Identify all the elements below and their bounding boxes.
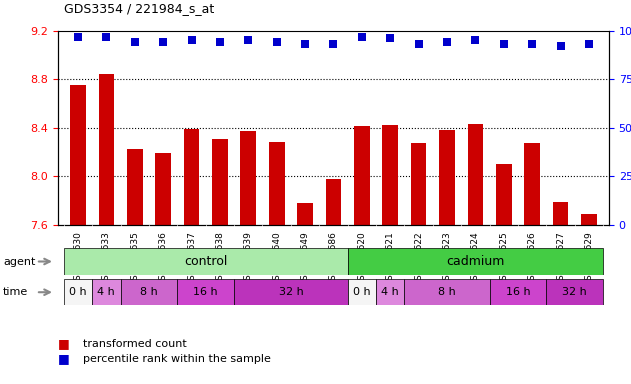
Point: [498, 41, 509, 47]
Point: [101, 33, 112, 40]
Point: [528, 41, 538, 47]
Text: time: time: [3, 287, 28, 297]
Point: [158, 39, 168, 45]
Point: [385, 35, 395, 41]
Bar: [411, 144, 427, 225]
Text: 4 h: 4 h: [97, 287, 115, 297]
Bar: [348, 248, 603, 275]
Text: ■: ■: [58, 353, 70, 366]
Text: 8 h: 8 h: [438, 287, 456, 297]
Point: [357, 33, 367, 40]
Text: agent: agent: [3, 257, 35, 266]
Point: [442, 39, 452, 45]
Text: 32 h: 32 h: [278, 287, 304, 297]
Point: [244, 37, 254, 43]
Bar: [354, 126, 370, 225]
Bar: [376, 279, 404, 305]
Text: 4 h: 4 h: [381, 287, 399, 297]
Bar: [553, 202, 569, 225]
Point: [73, 33, 83, 40]
Bar: [234, 279, 348, 305]
Bar: [326, 179, 341, 225]
Bar: [269, 142, 285, 225]
Point: [328, 41, 338, 47]
Bar: [70, 85, 86, 225]
Text: transformed count: transformed count: [83, 339, 187, 349]
Point: [470, 37, 481, 43]
Bar: [240, 131, 256, 225]
Bar: [439, 130, 455, 225]
Text: GDS3354 / 221984_s_at: GDS3354 / 221984_s_at: [64, 2, 215, 15]
Bar: [184, 129, 199, 225]
Bar: [127, 149, 143, 225]
Bar: [212, 139, 228, 225]
Text: ■: ■: [58, 337, 70, 350]
Point: [584, 41, 594, 47]
Bar: [348, 279, 376, 305]
Bar: [496, 164, 512, 225]
Text: control: control: [184, 255, 227, 268]
Bar: [155, 153, 171, 225]
Bar: [98, 74, 114, 225]
Point: [556, 43, 566, 49]
Bar: [468, 124, 483, 225]
Point: [187, 37, 197, 43]
Text: 16 h: 16 h: [193, 287, 218, 297]
Text: cadmium: cadmium: [446, 255, 505, 268]
Bar: [64, 248, 348, 275]
Bar: [524, 144, 540, 225]
Bar: [297, 203, 313, 225]
Point: [130, 39, 140, 45]
Text: percentile rank within the sample: percentile rank within the sample: [83, 354, 271, 364]
Bar: [546, 279, 603, 305]
Text: 32 h: 32 h: [562, 287, 587, 297]
Text: 8 h: 8 h: [140, 287, 158, 297]
Bar: [177, 279, 234, 305]
Text: 0 h: 0 h: [69, 287, 86, 297]
Bar: [382, 125, 398, 225]
Point: [300, 41, 310, 47]
Bar: [64, 279, 92, 305]
Bar: [92, 279, 121, 305]
Text: 16 h: 16 h: [505, 287, 531, 297]
Bar: [581, 214, 597, 225]
Point: [271, 39, 281, 45]
Point: [215, 39, 225, 45]
Bar: [121, 279, 177, 305]
Bar: [404, 279, 490, 305]
Point: [414, 41, 424, 47]
Text: 0 h: 0 h: [353, 287, 370, 297]
Bar: [490, 279, 546, 305]
